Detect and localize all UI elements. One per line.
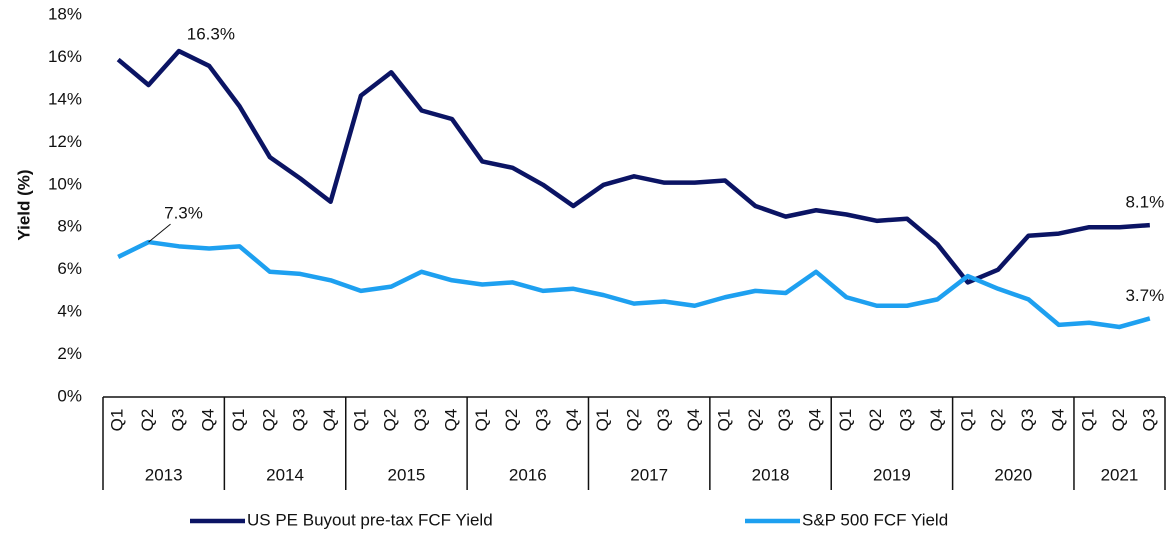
x-tick-label: Q2: [381, 409, 400, 432]
x-tick-label: Q3: [654, 409, 673, 432]
legend-label: US PE Buyout pre-tax FCF Yield: [247, 510, 493, 529]
x-tick-label: Q2: [138, 409, 157, 432]
x-tick-label: Q2: [988, 409, 1007, 432]
x-tick-label: Q3: [290, 409, 309, 432]
x-tick-label: Q2: [745, 409, 764, 432]
x-tick-label: Q3: [1018, 409, 1037, 432]
x-tick-label: Q3: [1139, 409, 1158, 432]
x-group-label: 2019: [873, 465, 911, 484]
x-tick-label: Q1: [350, 409, 369, 432]
x-tick-label: Q1: [229, 409, 248, 432]
x-tick-label: Q4: [1048, 409, 1067, 432]
x-tick-label: Q1: [836, 409, 855, 432]
y-tick-label: 14%: [48, 89, 82, 108]
x-group-label: 2018: [752, 465, 790, 484]
x-tick-label: Q4: [199, 409, 218, 432]
x-tick-label: Q4: [320, 409, 339, 432]
x-tick-label: Q4: [441, 409, 460, 432]
x-group-label: 2017: [630, 465, 668, 484]
x-tick-label: Q2: [259, 409, 278, 432]
x-tick-label: Q1: [1079, 409, 1098, 432]
x-tick-label: Q1: [472, 409, 491, 432]
data-label: 7.3%: [164, 204, 203, 223]
x-tick-label: Q3: [168, 409, 187, 432]
x-tick-label: Q3: [411, 409, 430, 432]
y-tick-label: 8%: [57, 217, 82, 236]
x-group-label: 2014: [266, 465, 304, 484]
x-tick-label: Q3: [532, 409, 551, 432]
x-tick-label: Q3: [775, 409, 794, 432]
x-tick-label: Q1: [108, 409, 127, 432]
x-tick-label: Q4: [806, 409, 825, 432]
x-tick-label: Q1: [957, 409, 976, 432]
data-label: 16.3%: [187, 25, 235, 44]
x-group-label: 2021: [1101, 465, 1139, 484]
y-tick-label: 12%: [48, 132, 82, 151]
x-tick-label: Q2: [866, 409, 885, 432]
x-tick-label: Q1: [593, 409, 612, 432]
x-tick-label: Q2: [623, 409, 642, 432]
x-group-label: 2015: [388, 465, 426, 484]
legend-label: S&P 500 FCF Yield: [802, 510, 948, 529]
data-label: 3.7%: [1125, 286, 1164, 305]
data-label: 8.1%: [1125, 193, 1164, 212]
y-tick-label: 10%: [48, 174, 82, 193]
x-group-label: 2020: [994, 465, 1032, 484]
y-tick-label: 4%: [57, 302, 82, 321]
series-line: [117, 239, 1151, 330]
leader-line: [148, 223, 171, 243]
x-tick-label: Q4: [563, 409, 582, 432]
x-tick-label: Q3: [897, 409, 916, 432]
x-tick-label: Q1: [715, 409, 734, 432]
x-tick-label: Q2: [1109, 409, 1128, 432]
x-tick-label: Q2: [502, 409, 521, 432]
y-axis-label: Yield (%): [14, 169, 33, 240]
y-tick-label: 18%: [48, 4, 82, 23]
y-tick-label: 2%: [57, 344, 82, 363]
y-tick-label: 6%: [57, 259, 82, 278]
x-group-label: 2013: [145, 465, 183, 484]
x-tick-label: Q4: [927, 409, 946, 432]
y-tick-label: 0%: [57, 386, 82, 405]
series-line: [116, 48, 1150, 285]
x-tick-label: Q4: [684, 409, 703, 432]
y-tick-label: 16%: [48, 47, 82, 66]
x-group-label: 2016: [509, 465, 547, 484]
